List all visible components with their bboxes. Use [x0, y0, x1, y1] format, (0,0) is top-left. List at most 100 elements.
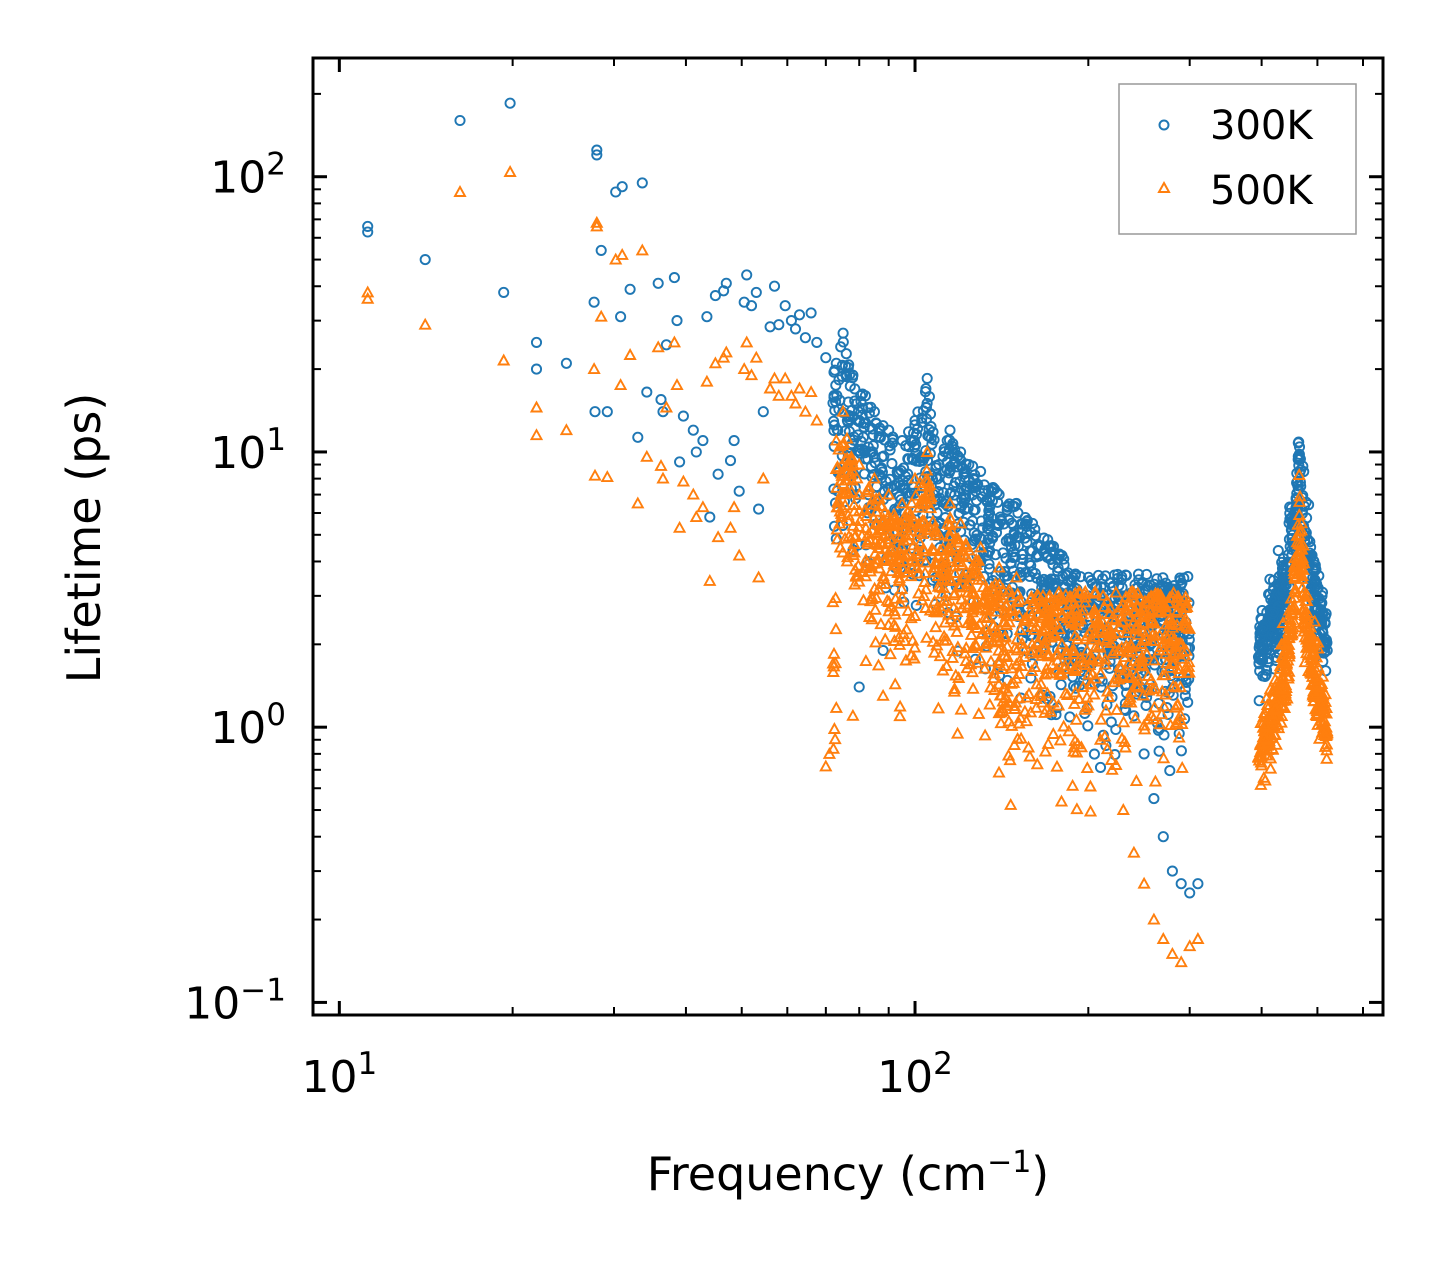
- point-500K-43: [740, 335, 754, 348]
- cloud-500K-708: [1131, 599, 1145, 612]
- cloud-500K-858: [1070, 745, 1084, 758]
- cloud-500K-1044: [901, 603, 915, 616]
- point-500K-34: [703, 573, 717, 586]
- cloud-500K-648: [1061, 610, 1075, 623]
- cloud-500K-374: [1080, 761, 1094, 774]
- cloud-300K-1043: [856, 443, 868, 455]
- cloud-300K-1014: [831, 390, 843, 402]
- cloud-300K-804: [971, 480, 983, 492]
- point-300K-89: [1175, 878, 1187, 890]
- cloud-500K-539: [953, 580, 967, 593]
- cloud-300K-1073: [983, 507, 996, 519]
- cloud-500K-423: [1121, 609, 1135, 622]
- cloud-500K-933: [892, 573, 907, 586]
- cloud-500K-456: [1174, 651, 1189, 664]
- peak-300K-67: [1272, 545, 1284, 557]
- peak-500K-338: [1280, 661, 1294, 674]
- legend-marker-300K: [1158, 119, 1170, 131]
- cloud-500K-932: [1164, 630, 1179, 643]
- cloud-500K-803: [960, 550, 974, 563]
- point-300K-18: [624, 283, 636, 295]
- cloud-300K-859: [869, 457, 881, 469]
- cloud-500K-734: [1113, 659, 1127, 672]
- cloud-500K-1050: [1166, 590, 1180, 603]
- cloud-500K-193: [919, 473, 933, 486]
- legend-label-500K: 500K: [1210, 168, 1314, 214]
- cloud-500K-66: [918, 601, 933, 613]
- point-500K-47: [756, 471, 770, 484]
- peak-500K-340: [1310, 709, 1324, 722]
- cloud-500K-829: [1052, 585, 1066, 598]
- cloud-500K-1094: [1019, 714, 1034, 727]
- cloud-500K-1000: [1166, 679, 1180, 692]
- point-300K-1: [362, 226, 374, 238]
- cloud-500K-1065: [962, 577, 977, 590]
- cloud-500K-1006: [1121, 595, 1136, 608]
- point-300K-45: [750, 286, 762, 298]
- point-300K-31: [690, 446, 702, 458]
- point-300K-35: [709, 290, 721, 302]
- cloud-300K-258: [876, 451, 888, 463]
- peak-500K-293: [1280, 691, 1294, 704]
- cloud-300K-411: [1082, 720, 1094, 732]
- cloud-500K-856: [868, 635, 883, 648]
- cloud-300K-1076: [1021, 526, 1033, 538]
- cloud-500K-661: [983, 697, 997, 710]
- cloud-300K-451: [840, 348, 852, 360]
- point-500K-39: [723, 520, 738, 533]
- point-300K-40: [728, 435, 740, 447]
- point-300K-36: [712, 468, 724, 480]
- cloud-300K-845: [852, 429, 864, 441]
- x-axis-label-text: Frequency (cm: [647, 1147, 987, 1201]
- cloud-500K-656: [1039, 662, 1054, 674]
- cloud-300K-995: [939, 446, 951, 458]
- cloud-500K-603: [1158, 599, 1173, 612]
- cloud-300K-1091: [870, 417, 882, 429]
- cloud-300K-674: [988, 483, 1001, 495]
- cloud-500K-1045: [997, 658, 1012, 671]
- peak-500K-266: [1257, 710, 1271, 722]
- peak-500K-346: [1260, 748, 1274, 761]
- cloud-500K-1097: [1173, 680, 1188, 693]
- point-500K-13: [594, 309, 608, 322]
- cloud-500K-994: [859, 553, 873, 566]
- cloud-500K-76: [905, 496, 919, 509]
- point-500K-85: [1137, 876, 1151, 889]
- cloud-300K-743: [956, 461, 968, 473]
- cloud-500K-591: [994, 705, 1008, 718]
- cloud-500K-289: [893, 596, 908, 609]
- point-500K-57: [810, 413, 824, 426]
- cloud-500K-190: [959, 654, 973, 667]
- cloud-500K-1024: [1071, 737, 1085, 750]
- point-500K-31: [689, 510, 703, 523]
- point-300K-38: [720, 277, 732, 289]
- cloud-500K-625: [1013, 623, 1027, 635]
- cloud-500K-956: [869, 504, 884, 517]
- cloud-300K-775: [997, 547, 1009, 559]
- cloud-500K-781: [992, 594, 1006, 607]
- cloud-500K-875: [1087, 602, 1102, 615]
- peak-500K-348: [1317, 728, 1331, 740]
- cloud-500K-197: [1148, 774, 1163, 787]
- cloud-500K-588: [865, 612, 879, 625]
- cloud-500K-855: [833, 540, 847, 553]
- cloud-500K-857: [1000, 639, 1014, 652]
- cloud-500K-564: [1046, 727, 1060, 739]
- cloud-500K-388: [1109, 585, 1123, 598]
- cloud-500K-37: [1147, 700, 1162, 713]
- x-axis-label: Frequency (cm−1): [647, 1145, 1050, 1201]
- cloud-500K-964: [1144, 672, 1158, 685]
- cloud-500K-567: [1060, 688, 1075, 700]
- cloud-500K-955: [884, 549, 899, 562]
- cloud-300K-565: [862, 402, 874, 414]
- cloud-500K-1053: [1078, 595, 1092, 608]
- axis-labels: 101 102 10−1 100 101 102: [184, 147, 953, 1103]
- cloud-500K-1081: [852, 519, 866, 532]
- point-500K-9: [587, 362, 601, 375]
- cloud-500K-975: [899, 622, 914, 635]
- cloud-500K-338: [833, 439, 847, 452]
- cloud-500K-957: [935, 572, 949, 585]
- series-500K: [361, 165, 1334, 968]
- point-500K-11: [590, 215, 604, 228]
